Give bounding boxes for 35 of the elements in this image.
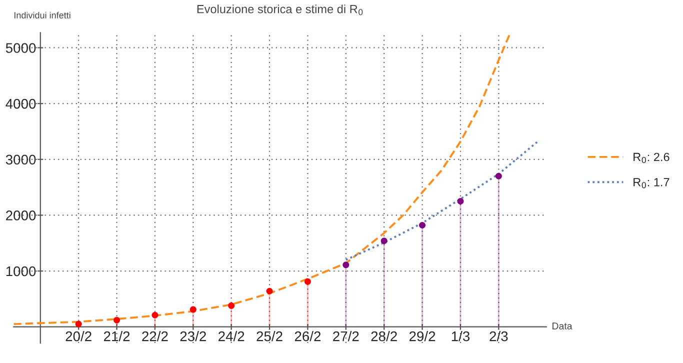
point — [114, 316, 120, 324]
y-tick-label: 4000 — [6, 98, 36, 109]
x-tick-label: 29/2 — [409, 331, 436, 342]
x-tick-label: 27/2 — [333, 331, 359, 342]
point — [228, 302, 235, 309]
x-tick-label: 28/2 — [371, 331, 397, 342]
y-tick-label: 5000 — [6, 43, 36, 53]
point — [495, 172, 502, 180]
x-tick-label: 25/2 — [256, 331, 282, 342]
point — [380, 238, 388, 244]
line-series — [344, 140, 540, 261]
x-tick-label: 23/2 — [180, 331, 206, 342]
x-tick-label: 26/2 — [294, 331, 321, 342]
legend-label: R$_{0}$: 1.7 — [634, 178, 670, 188]
point — [457, 198, 464, 205]
y-tick-label: 2000 — [6, 210, 36, 220]
x-tick-label: 1/3 — [452, 331, 470, 342]
x-tick-label: 24/2 — [218, 331, 244, 342]
y-axis-title: Individui infetti — [14, 12, 70, 18]
legend-label: R$_{0}$: 2.6 — [634, 152, 670, 164]
y-tick-label: 1000 — [6, 266, 36, 276]
x-tick-label: 22/2 — [142, 331, 168, 342]
chart-title: Evoluzione storica e stime di R$_{0}$ — [197, 4, 363, 16]
point — [266, 288, 273, 294]
point — [152, 312, 158, 318]
x-tick-label: 21/2 — [104, 331, 130, 342]
x-axis-title: Data — [552, 322, 572, 330]
x-tick-label: 20/2 — [66, 331, 92, 342]
x-tick-label: 2/3 — [490, 331, 508, 342]
point — [419, 222, 426, 229]
point — [190, 306, 196, 313]
point — [75, 320, 82, 328]
y-tick-label: 3000 — [6, 154, 36, 165]
point — [342, 262, 350, 268]
point — [304, 278, 311, 285]
